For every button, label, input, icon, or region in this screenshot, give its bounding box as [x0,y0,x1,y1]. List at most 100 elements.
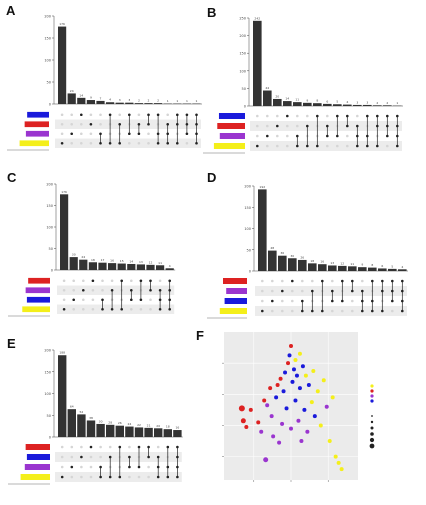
matrix-dot-empty [326,115,329,118]
panel-f: F [188,324,426,500]
matrix-dot-empty [90,476,93,479]
matrix-dot-empty [80,123,83,126]
bar [135,103,143,104]
matrix-dot-empty [286,125,289,128]
matrix-dot-empty [130,308,133,311]
matrix-dot-empty [351,310,354,313]
bar [96,101,104,104]
bar-value-label: 4 [346,100,348,104]
pca-scatter-plot [188,324,426,500]
scatter-point [289,344,293,348]
bar [258,189,267,271]
legend-size-key [370,438,374,442]
matrix-dot-empty [128,142,131,145]
matrix-dot-filled [61,142,64,145]
matrix-dot-empty [296,115,299,118]
matrix-dot-empty [80,142,83,145]
matrix-row-shade [255,306,407,316]
bar-value-label: 188 [59,351,65,355]
scatter-point [268,386,272,390]
scatter-point [313,414,317,418]
y-tick-label: 100 [44,59,51,63]
scatter-point [301,364,305,368]
matrix-dot-filled [266,135,269,138]
y-tick-label: 50 [47,414,51,418]
matrix-row-shade [250,121,402,131]
matrix-dot-empty [386,145,389,148]
scatter-point [244,425,248,429]
bar-value-label: 14 [129,259,133,263]
matrix-dot-empty [301,290,304,293]
bar-value-label: 7 [100,96,102,100]
legend-color-key [370,389,373,392]
panel-label-a: A [6,3,15,18]
legend-size-key [371,415,373,417]
bar [125,427,133,437]
matrix-dot-empty [90,142,93,145]
matrix-dot-empty [61,123,64,126]
matrix-dot-empty [346,135,349,138]
bar-value-label: 16 [320,260,324,264]
bar [348,266,357,271]
set-size-bar [225,298,247,304]
legend-size-key [370,444,375,449]
bar-value-label: 15 [120,259,124,263]
bar [116,426,124,437]
set-size-bar [27,297,50,303]
scatter-point [265,403,269,407]
matrix-dot-empty [101,279,104,282]
bar [338,266,347,271]
matrix-dot-empty [346,145,349,148]
matrix-dot-empty [281,310,284,313]
bar-value-label: 22 [137,423,141,427]
bar [353,105,362,106]
bar [77,414,85,437]
bar [89,262,97,270]
bar [166,268,174,270]
matrix-dot-empty [157,446,160,449]
bar-value-label: 3 [366,100,368,104]
bar-value-label: 1 [176,99,178,103]
matrix-dot-empty [291,310,294,313]
matrix-dot-empty [80,476,83,479]
matrix-dot-empty [286,145,289,148]
scatter-point [305,430,309,434]
y-tick-label: 200 [46,183,53,187]
bar [144,428,152,437]
matrix-dot-empty [90,113,93,116]
matrix-dot-empty [138,113,141,116]
scatter-point [299,439,303,443]
matrix-dot-empty [82,279,85,282]
matrix-dot-empty [99,446,102,449]
y-tick-label: 50 [49,247,53,251]
scatter-point [289,427,293,431]
bar [373,105,382,106]
scatter-point [276,383,280,387]
bar-value-label: 12 [340,261,344,265]
scatter-point [322,378,326,382]
matrix-dot-empty [82,298,85,301]
scatter-point [274,395,278,399]
set-size-bar [20,140,49,146]
bar-value-label: 13 [139,260,143,264]
matrix-dot-empty [166,113,169,116]
matrix-dot-empty [92,289,95,292]
bar [87,420,95,437]
bar [144,103,152,104]
matrix-dot-empty [186,142,189,145]
matrix-dot-empty [70,123,73,126]
bar [288,258,297,271]
y-tick-label: 0 [49,436,51,440]
bar [79,260,87,270]
bar-value-label: 14 [79,93,83,97]
bar [318,264,327,271]
matrix-dot-empty [140,308,143,311]
bar-value-label: 18 [91,258,95,262]
scatter-point [319,423,323,427]
matrix-dot-filled [61,476,64,479]
bar [328,265,337,271]
matrix-dot-empty [271,280,274,283]
bar-value-label: 9 [90,96,92,100]
